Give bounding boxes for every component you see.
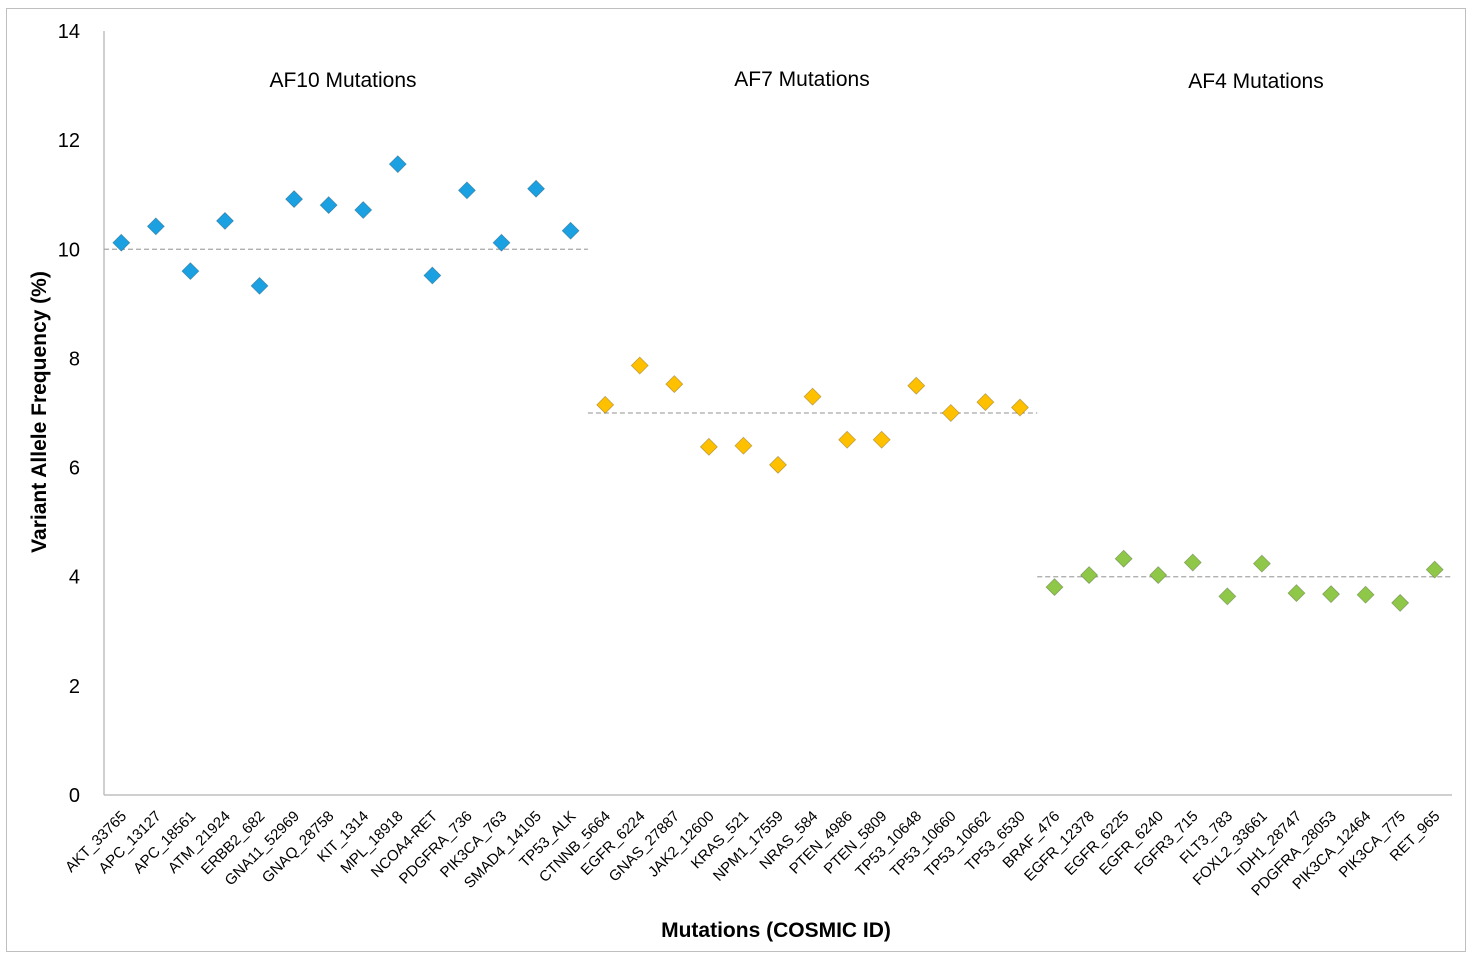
reference-lines: [104, 248, 1452, 578]
data-point: [354, 200, 373, 220]
y-tick-label: 8: [69, 348, 80, 370]
data-point: [146, 217, 165, 236]
data-point: [1080, 566, 1099, 585]
data-point: [699, 437, 718, 456]
data-point: [250, 276, 269, 295]
data-point: [492, 233, 511, 252]
data-point: [803, 387, 822, 406]
data-point: [457, 181, 476, 200]
data-point: [1391, 593, 1410, 612]
data-point: [1218, 587, 1237, 606]
data-point: [976, 393, 995, 412]
y-tick-label: 12: [58, 130, 80, 152]
data-points: [112, 155, 1444, 612]
y-tick-label: 14: [58, 21, 80, 43]
data-point: [1356, 585, 1375, 604]
data-point: [768, 455, 788, 474]
data-point: [941, 403, 960, 423]
data-point: [423, 266, 442, 285]
data-point: [388, 155, 407, 174]
labels: 02468101214AKT_33765APC_13127APC_18561AT…: [58, 21, 1444, 899]
annotation-af7: AF7 Mutations: [734, 68, 869, 91]
data-point: [526, 179, 546, 198]
data-point: [1252, 554, 1271, 573]
data-point: [285, 190, 304, 209]
data-point: [112, 233, 131, 252]
annotation-af4: AF4 Mutations: [1188, 70, 1323, 93]
data-point: [665, 375, 684, 394]
data-point: [1183, 553, 1202, 572]
data-point: [319, 196, 338, 215]
data-point: [734, 436, 753, 455]
data-point: [1045, 578, 1064, 597]
x-axis-title: Mutations (COSMIC ID): [661, 919, 891, 942]
data-point: [1010, 398, 1030, 417]
data-point: [1321, 585, 1341, 604]
data-point: [1114, 549, 1133, 568]
data-point: [1287, 584, 1306, 603]
y-tick-label: 0: [69, 785, 80, 807]
data-point: [215, 211, 235, 230]
data-point: [181, 262, 200, 281]
annotation-af10: AF10 Mutations: [269, 69, 416, 92]
data-point: [630, 356, 649, 375]
y-tick-label: 4: [69, 567, 80, 589]
data-point: [872, 430, 891, 449]
y-tick-label: 10: [58, 239, 80, 261]
y-tick-label: 2: [69, 676, 80, 698]
data-point: [838, 430, 857, 449]
data-point: [907, 376, 926, 395]
data-point: [1149, 566, 1168, 585]
data-point: [561, 221, 580, 240]
data-point: [596, 395, 615, 414]
y-tick-label: 6: [69, 458, 80, 480]
data-point: [1425, 560, 1444, 579]
y-axis-title: Variant Allele Frequency (%): [28, 271, 51, 553]
axes: [103, 31, 1452, 796]
